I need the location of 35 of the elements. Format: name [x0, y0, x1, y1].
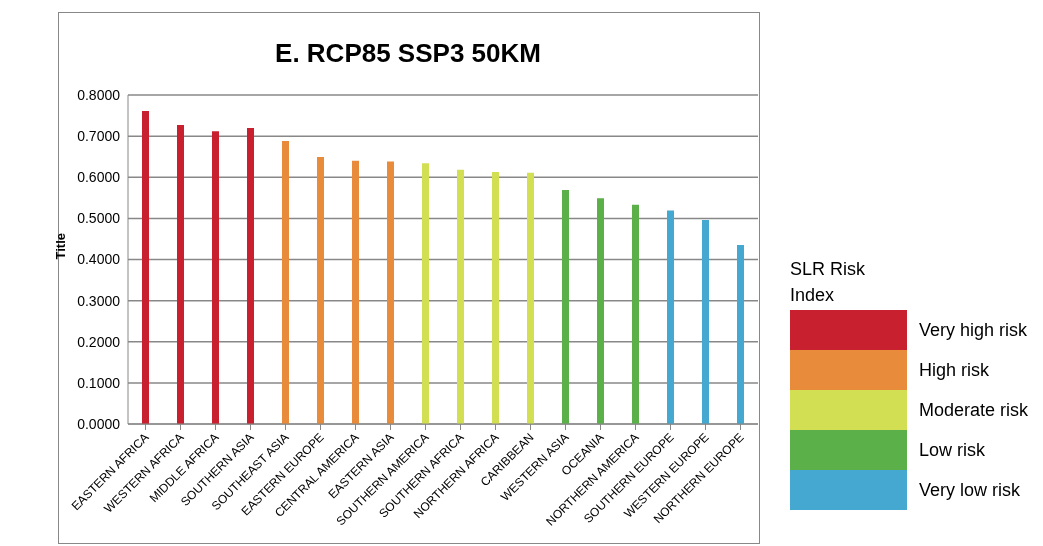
bar — [352, 160, 359, 424]
y-tick-label: 0.3000 — [77, 292, 121, 309]
bar — [457, 169, 464, 424]
y-tick-label: 0.2000 — [77, 333, 121, 350]
legend-title: SLR Risk Index — [790, 258, 866, 307]
bar — [142, 111, 149, 424]
y-tick-label: 0.7000 — [77, 128, 121, 145]
bar — [317, 157, 324, 424]
bar — [212, 131, 219, 424]
y-tick-label: 0.8000 — [77, 86, 121, 103]
chart-title: E. RCP85 SSP3 50KM — [274, 38, 542, 69]
text: Low risk — [919, 439, 986, 461]
bar — [597, 198, 604, 424]
bar — [527, 172, 534, 424]
text: Moderate risk — [919, 399, 1029, 421]
y-tick-label: 0.0000 — [77, 415, 121, 432]
bar — [422, 163, 429, 424]
bar — [702, 220, 709, 424]
y-axis-title: Title — [52, 233, 68, 260]
y-tick-label: 0.4000 — [77, 251, 121, 268]
text: High risk — [919, 359, 990, 381]
bar — [667, 210, 674, 424]
y-tick-label: 0.1000 — [77, 374, 121, 391]
bar — [247, 127, 254, 424]
bar — [282, 141, 289, 424]
y-tick-label: 0.6000 — [77, 169, 121, 186]
bar — [632, 204, 639, 424]
bar — [387, 161, 394, 424]
bar — [492, 171, 499, 424]
bar — [562, 190, 569, 424]
text: Very high risk — [919, 319, 1028, 341]
bar — [177, 125, 184, 424]
bar — [737, 245, 744, 424]
y-tick-label: 0.5000 — [77, 210, 121, 227]
text: Very low risk — [919, 479, 1021, 501]
